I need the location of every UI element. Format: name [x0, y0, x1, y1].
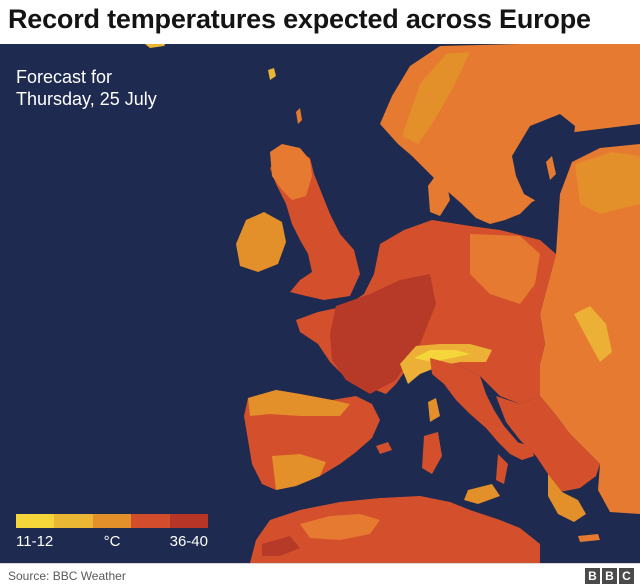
bbc-logo-letter: B [602, 568, 617, 584]
ireland [236, 212, 286, 272]
source-credit: Source: BBC Weather [8, 569, 126, 583]
bbc-logo: B B C [585, 568, 634, 584]
europe-map-graphic [0, 44, 640, 563]
legend-max-label: 36-40 [169, 533, 208, 550]
headline-bar: Record temperatures expected across Euro… [0, 0, 640, 44]
iberia-south [272, 454, 326, 490]
faroe-islands [268, 68, 276, 80]
balearic-islands [376, 442, 392, 454]
gulf-of-finland [575, 124, 640, 148]
headline-title: Record temperatures expected across Euro… [8, 4, 591, 34]
turkey [598, 454, 640, 514]
corsica [428, 398, 440, 422]
legend-swatch-5 [169, 514, 209, 528]
calabria [496, 454, 508, 484]
north-africa-warm [300, 514, 380, 540]
sardinia [422, 432, 442, 474]
bbc-logo-letter: B [585, 568, 600, 584]
legend-swatch-1 [16, 514, 55, 528]
forecast-line-1: Forecast for [16, 67, 113, 87]
norway-mountains [402, 52, 470, 144]
forecast-date: Thursday, 25 July [16, 89, 157, 109]
temperature-map: Forecast for Thursday, 25 July 11-12 °C … [0, 44, 640, 563]
alps-peaks [414, 350, 470, 362]
greece [548, 474, 586, 522]
baltic-sea [512, 114, 575, 202]
sicily [464, 484, 500, 504]
crete [578, 534, 600, 542]
iberia-north [248, 390, 350, 416]
bbc-logo-letter: C [619, 568, 634, 584]
scotland [270, 144, 312, 200]
italy [430, 358, 526, 460]
legend-labels: 11-12 °C 36-40 [16, 533, 208, 553]
footer-bar: Source: BBC Weather B B C [0, 563, 640, 588]
atlas-mountains [262, 536, 300, 556]
legend-unit-label: °C [103, 533, 121, 550]
baltic-states [575, 152, 640, 214]
north-africa [250, 496, 540, 563]
iceland [145, 44, 166, 48]
carpathians [574, 306, 612, 362]
temperature-legend: 11-12 °C 36-40 [16, 514, 209, 553]
france-hottest [330, 274, 436, 394]
eastern-europe [540, 144, 640, 464]
balkans [496, 396, 600, 492]
denmark [428, 172, 450, 216]
italy-heel [510, 440, 534, 460]
legend-swatch-3 [92, 514, 132, 528]
central-europe-warm [470, 234, 540, 304]
legend-swatch-2 [54, 514, 93, 528]
legend-color-bar [16, 514, 209, 528]
legend-swatch-4 [131, 514, 170, 528]
gotland [546, 156, 556, 180]
shetland [296, 108, 302, 124]
legend-min-label: 11-12 [16, 533, 54, 550]
forecast-label: Forecast for Thursday, 25 July [16, 66, 157, 110]
